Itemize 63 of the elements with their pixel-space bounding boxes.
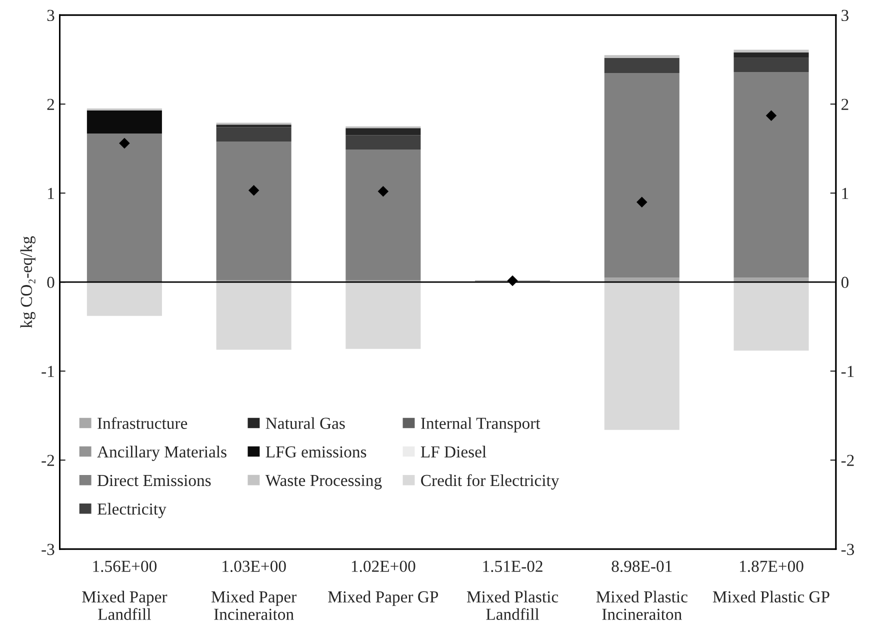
bar xyxy=(216,124,292,128)
y-tick-label: -2 xyxy=(42,454,54,466)
y-tick-label: 1 xyxy=(48,188,54,199)
point xyxy=(248,185,260,196)
bar xyxy=(734,58,809,72)
bar xyxy=(734,52,809,58)
legend-label: Internal Transport xyxy=(421,417,540,432)
legend-label: Credit for Electricity xyxy=(421,474,560,490)
legend-label: Direct Emissions xyxy=(97,474,211,486)
x-tick-label: Mixed Plastic GP xyxy=(712,590,830,603)
y-tick-label: 3 xyxy=(47,10,54,22)
bar xyxy=(734,72,809,278)
point xyxy=(766,110,777,122)
data-label: 1.03E+00 xyxy=(222,560,286,572)
y-tick-label: 0 xyxy=(47,276,54,288)
x-tick-label: Mixed Plastic Landfill xyxy=(466,590,558,620)
y-tick-label: -1 xyxy=(42,366,54,377)
data-label: 1.56E+00 xyxy=(93,560,157,572)
bar xyxy=(604,72,680,278)
data-label: 1.02E+00 xyxy=(352,560,416,572)
bar xyxy=(346,282,421,349)
bar xyxy=(734,282,809,351)
bar xyxy=(216,282,292,350)
data-label: 1.87E+00 xyxy=(740,560,804,572)
data-label: 8.98E-01 xyxy=(612,560,672,572)
point xyxy=(378,186,389,197)
x-tick-label: Mixed Plastic Incineraiton xyxy=(596,590,688,620)
point xyxy=(119,138,130,149)
y2-tick-label: 2 xyxy=(842,98,848,110)
y-tick-label: -3 xyxy=(42,544,54,556)
bar xyxy=(604,55,680,58)
y-tick-label: 2 xyxy=(47,98,54,110)
bar xyxy=(216,141,292,280)
legend-label: Natural Gas xyxy=(266,417,345,429)
y2-tick-label: 0 xyxy=(841,276,848,288)
bar xyxy=(734,50,809,52)
bar xyxy=(86,110,162,134)
legend-label: LFG emissions xyxy=(266,446,366,458)
bar xyxy=(604,282,680,430)
bar xyxy=(346,149,421,280)
y-axis-title: kg CO₂-eq/kg xyxy=(20,236,36,328)
bar xyxy=(216,127,292,142)
legend-label: LF Diesel xyxy=(420,446,486,458)
y2-tick-label: 1 xyxy=(842,188,848,199)
x-tick-label: Mixed Paper Incineraiton xyxy=(211,590,296,620)
legend-label: Ancillary Materials xyxy=(97,446,226,461)
bar xyxy=(86,282,162,316)
bar xyxy=(346,135,421,150)
y2-tick-label: -1 xyxy=(841,366,854,377)
legend-label: Electricity xyxy=(97,502,166,518)
data-label: 1.51E-02 xyxy=(483,560,542,572)
legend-label: Infrastructure xyxy=(98,417,188,429)
point xyxy=(636,196,648,208)
legend-label: Waste Processing xyxy=(265,474,382,490)
x-tick-label: Mixed Paper Landfill xyxy=(82,590,168,620)
y2-tick-label: -2 xyxy=(841,454,854,466)
bar xyxy=(346,128,421,136)
y2-tick-label: -3 xyxy=(841,544,854,556)
y2-tick-label: 3 xyxy=(842,10,848,22)
point xyxy=(507,275,518,286)
x-tick-label: Mixed Paper GP xyxy=(328,590,438,606)
bar xyxy=(604,58,680,73)
bar xyxy=(86,133,162,282)
